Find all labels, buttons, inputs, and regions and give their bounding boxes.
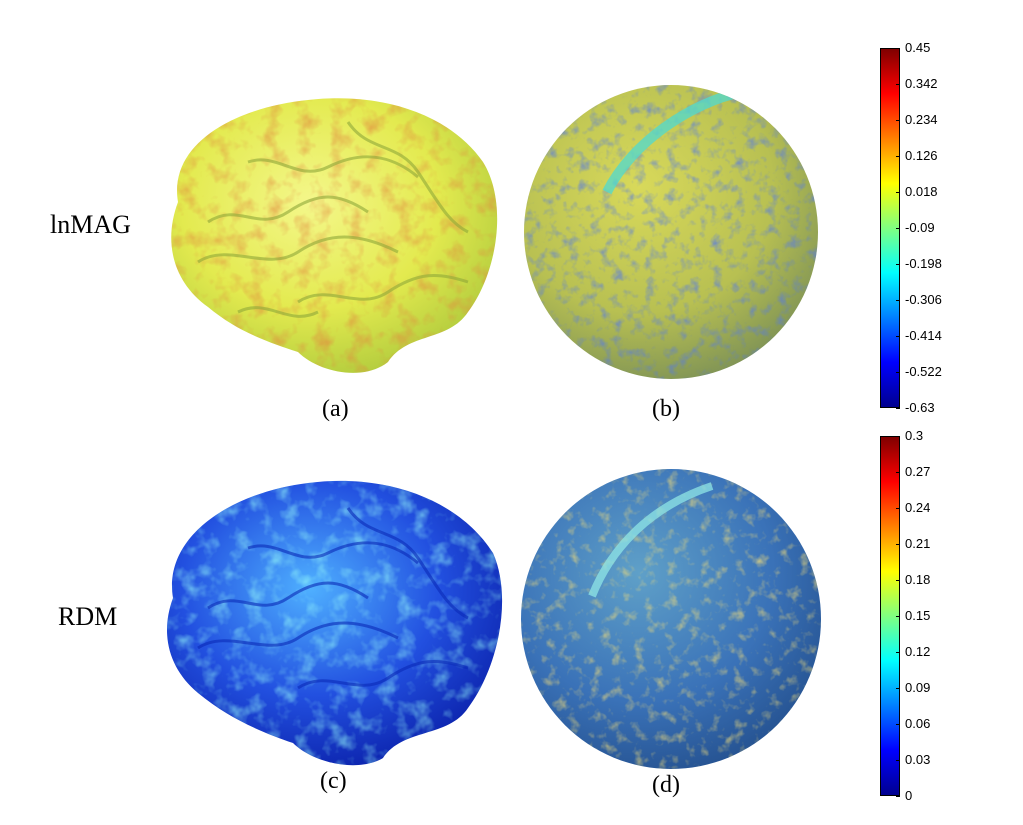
colorbar-tick-mark	[896, 472, 900, 473]
colorbar-tick-mark	[896, 580, 900, 581]
colorbar-tick-label: 0.45	[905, 40, 931, 55]
row-label-rdm: RDM	[58, 602, 118, 631]
colorbar-tick-label: 0.06	[905, 716, 931, 731]
panel-label-d: (d)	[652, 772, 680, 798]
colorbar-tick-label: 0.234	[905, 112, 938, 127]
colorbar-tick-label: -0.09	[905, 220, 935, 235]
colorbar-tick-mark	[896, 192, 900, 193]
colorbar-tick-mark	[896, 652, 900, 653]
colorbar-tick-label: -0.63	[905, 400, 935, 415]
colorbar-tick-mark	[896, 372, 900, 373]
colorbar-tick-mark	[896, 760, 900, 761]
colorbar-tick-mark	[896, 156, 900, 157]
colorbar-tick-label: -0.522	[905, 364, 942, 379]
colorbar-tick-mark	[896, 408, 900, 409]
colorbar-tick-label: 0.018	[905, 184, 938, 199]
colorbar-tick-label: 0.21	[905, 536, 931, 551]
sphere-surface-rdm	[521, 469, 821, 769]
colorbar-tick-mark	[896, 508, 900, 509]
colorbar-tick-label: -0.414	[905, 328, 942, 343]
colorbar-tick-mark	[896, 84, 900, 85]
colorbar-tick-label: 0.27	[905, 464, 931, 479]
colorbar-tick-mark	[896, 300, 900, 301]
colorbar-tick-mark	[896, 436, 900, 437]
panel-label-c: (c)	[320, 768, 347, 794]
colorbar-tick-label: 0.18	[905, 572, 931, 587]
colorbar-tick-label: 0.342	[905, 76, 938, 91]
colorbar-tick-label: 0.3	[905, 428, 924, 443]
brain-surface-rdm	[166, 480, 503, 766]
colorbar-tick-label: 0.24	[905, 500, 931, 515]
colorbar-tick-mark	[896, 336, 900, 337]
sphere-surface-lnmag	[524, 85, 818, 379]
colorbar-tick-label: 0.15	[905, 608, 931, 623]
colorbar-tick-label: 0.126	[905, 148, 938, 163]
colorbar-tick-label: 0	[905, 788, 913, 803]
colorbar-tick-label: 0.03	[905, 752, 931, 767]
brain-surface-lnmag	[171, 98, 498, 373]
colorbar-tick-mark	[896, 616, 900, 617]
colorbar-tick-mark	[896, 688, 900, 689]
colorbar-tick-mark	[896, 724, 900, 725]
colorbar-tick-mark	[896, 796, 900, 797]
colorbar-tick-mark	[896, 264, 900, 265]
panel-label-b: (b)	[652, 396, 680, 422]
row-label-lnmag: lnMAG	[50, 210, 131, 239]
colorbar-tick-mark	[896, 48, 900, 49]
colorbar-tick-label: -0.198	[905, 256, 942, 271]
colorbar-tick-mark	[896, 120, 900, 121]
colorbar-tick-label: 0.12	[905, 644, 931, 659]
panel-label-a: (a)	[322, 396, 349, 422]
colorbar-tick-label: -0.306	[905, 292, 942, 307]
colorbar-tick-mark	[896, 544, 900, 545]
colorbar-tick-label: 0.09	[905, 680, 931, 695]
colorbar-tick-mark	[896, 228, 900, 229]
